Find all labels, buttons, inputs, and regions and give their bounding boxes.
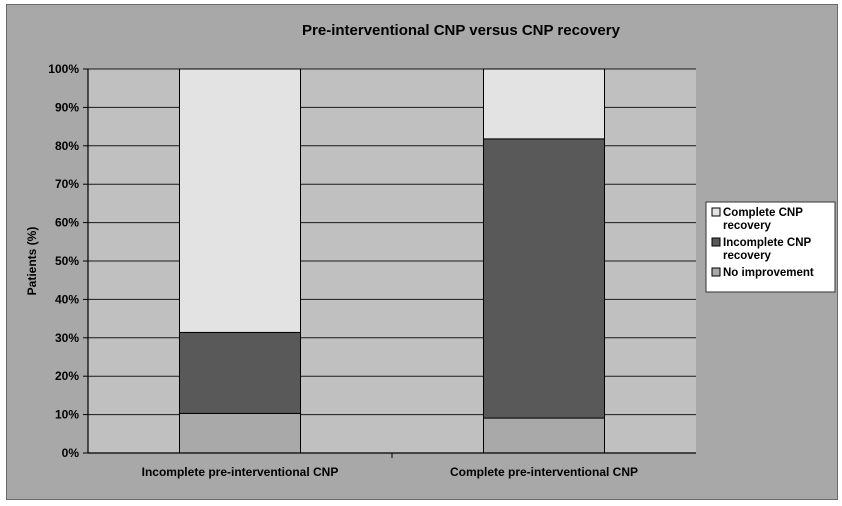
bar-segment: [179, 331, 301, 414]
bar-segment: [483, 68, 605, 140]
y-tick-label: 100%: [48, 62, 79, 76]
chart-title: Pre-interventional CNP versus CNP recove…: [302, 22, 621, 39]
y-tick-label: 10%: [55, 408, 79, 422]
y-tick-label: 0%: [62, 446, 80, 460]
bar-segment: [483, 138, 605, 419]
legend-label: No improvement: [723, 267, 814, 279]
y-tick-label: 40%: [55, 292, 79, 306]
y-tick-label: 80%: [55, 139, 79, 153]
legend-swatch: [711, 267, 721, 277]
legend-box: [705, 201, 836, 293]
y-axis-label: Patients (%): [25, 227, 39, 296]
y-tick-label: 30%: [55, 331, 79, 345]
bar-segment: [179, 68, 301, 333]
legend-swatch: [711, 237, 721, 247]
bar-segment: [483, 417, 605, 454]
y-tick-label: 70%: [55, 177, 79, 191]
legend-label: Complete CNP: [723, 207, 803, 219]
plot-area: 0% 10% 20% 30% 40% 50% 60% 70% 80% 90% 100% Incompl…: [48, 62, 696, 479]
axes: 0% 10% 20% 30% 40% 50% 60% 70% 80% 90% 100% Incompl…: [48, 62, 696, 479]
y-tick-label: 50%: [55, 254, 79, 268]
x-category-label: Incomplete pre-interventional CNP: [142, 465, 339, 479]
y-tick-label: 60%: [55, 216, 79, 230]
legend-label: recovery: [723, 220, 772, 232]
x-category-label: Complete pre-interventional CNP: [450, 465, 638, 479]
legend-label: recovery: [723, 250, 772, 262]
y-tick-label: 20%: [55, 369, 79, 383]
y-tick-label: 90%: [55, 100, 79, 114]
bar-segment: [179, 412, 301, 454]
legend-swatch: [711, 207, 721, 217]
bars: [179, 68, 605, 454]
legend-label: Incomplete CNP: [723, 237, 812, 249]
